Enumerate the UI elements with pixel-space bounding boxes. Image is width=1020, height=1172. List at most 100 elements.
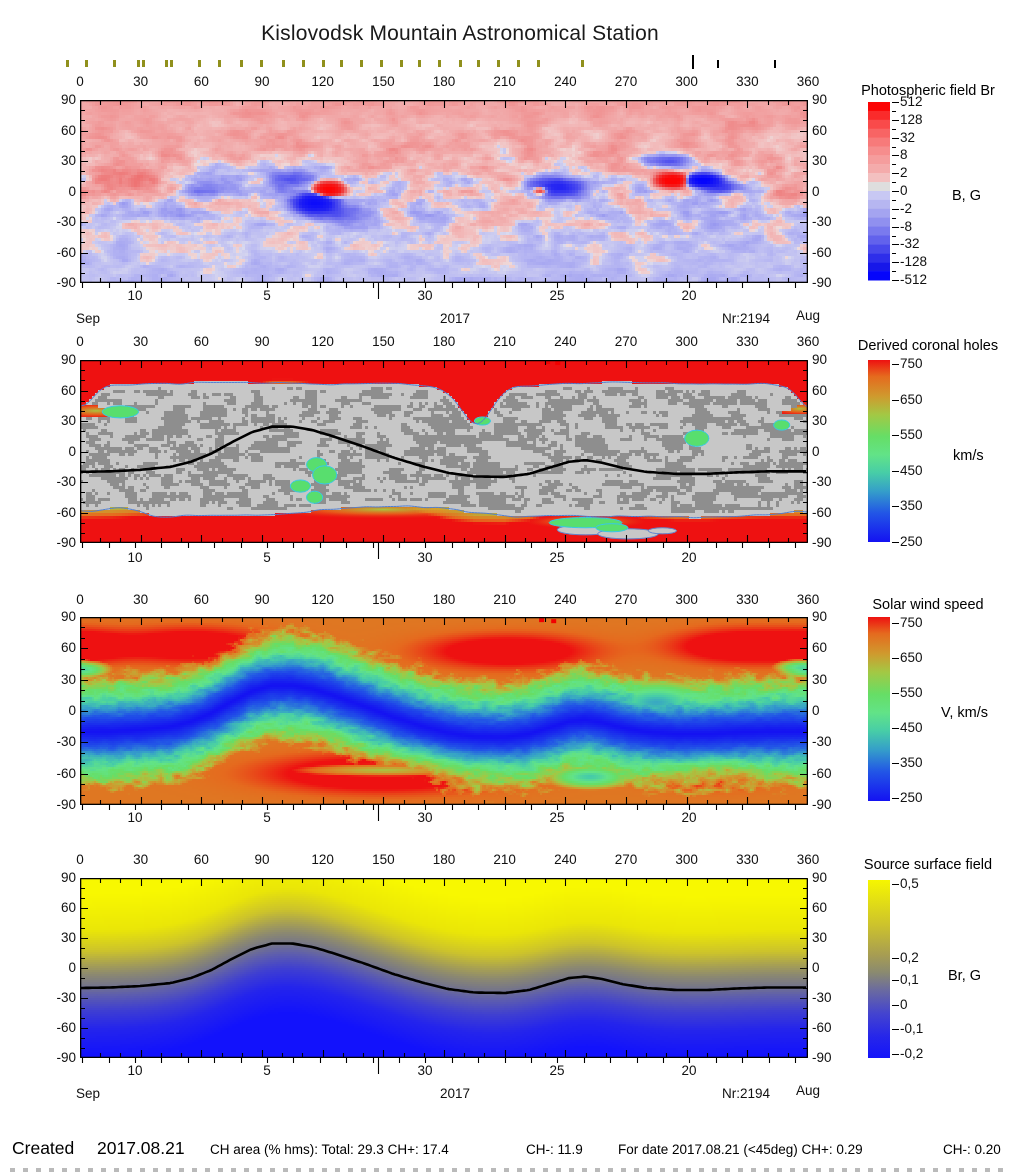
date-axis-label: 30 <box>417 810 433 825</box>
date-axis-ticks <box>80 805 808 825</box>
observation-mark <box>136 60 140 67</box>
lon-axis-label: 30 <box>133 74 149 89</box>
lat-axis-label-right: 90 <box>812 92 828 107</box>
lat-axis-label-left: 90 <box>60 870 76 885</box>
lat-axis-label-left: 90 <box>60 609 76 624</box>
colorbar-tick-label: 0,5 <box>900 875 919 891</box>
observation-ticks <box>0 55 1020 74</box>
lat-axis-label-right: -90 <box>812 535 832 550</box>
date-axis-ticks <box>80 1058 808 1078</box>
month-label-right: Aug <box>796 308 821 323</box>
created-label: Created <box>12 1138 75 1158</box>
lat-axis-label-left: -60 <box>56 504 76 520</box>
observation-mark <box>281 60 285 67</box>
lon-axis-label: 330 <box>736 74 759 89</box>
observation-mark <box>165 60 169 67</box>
lat-axis-label-left: 30 <box>60 153 76 168</box>
lat-axis-label-left: 60 <box>60 900 76 915</box>
date-axis-label: 30 <box>417 550 433 565</box>
lon-axis-label: 120 <box>311 74 334 89</box>
lon-axis-label: 360 <box>796 592 820 607</box>
observation-mark <box>379 60 383 67</box>
observation-mark <box>438 60 442 67</box>
lat-axis-label-right: 60 <box>812 640 828 656</box>
lat-axis-label-right: -60 <box>812 765 832 781</box>
observation-mark <box>497 60 501 67</box>
lat-axis-label-left: -60 <box>56 765 76 781</box>
date-axis-label: 10 <box>127 810 143 825</box>
date-axis-label: 30 <box>417 288 433 303</box>
lon-axis-label: 300 <box>675 334 698 349</box>
lon-axis-label: 0 <box>76 334 84 349</box>
colorbar-tick-label: -0,2 <box>900 1046 924 1062</box>
colorbar-tick-label: -128 <box>900 254 928 270</box>
date-axis-label: 25 <box>549 288 565 303</box>
lon-axis-label: 240 <box>554 334 577 349</box>
colorbar-tick-label: -32 <box>900 236 920 252</box>
colorbar-title-coronal-holes: Derived coronal holes <box>857 338 999 354</box>
lon-axis-label: 120 <box>311 334 334 349</box>
colorbar-tick-label: 0,1 <box>900 972 919 988</box>
lon-axis-label: 270 <box>614 74 638 89</box>
lat-axis-label-left: -30 <box>56 474 76 489</box>
observation-mark <box>66 60 70 67</box>
lat-axis-label-left: 90 <box>60 92 76 107</box>
lat-axis-label-left: 30 <box>60 671 76 687</box>
date-axis-label: 20 <box>681 550 697 565</box>
lon-axis-label: 0 <box>76 74 84 89</box>
colorbar-title-source-surface: Source surface field <box>863 857 993 873</box>
colorbar-coronal-holes <box>866 358 906 546</box>
lat-axis-label-left: 90 <box>60 352 76 367</box>
observation-mark <box>197 60 201 67</box>
ch-minus-stat: CH-: 11.9 <box>526 1142 583 1157</box>
date-axis-label: 20 <box>681 1063 697 1078</box>
date-axis-label: 5 <box>263 288 271 303</box>
colorbar-tick-label: 0,2 <box>900 949 919 965</box>
lon-axis-label: 180 <box>432 334 456 349</box>
lon-axis-label: 90 <box>254 334 270 349</box>
date-axis-label: 25 <box>549 1063 565 1078</box>
map-source-surface-field <box>80 878 808 1058</box>
colorbar-wind-speed <box>866 615 906 805</box>
lat-axis-label-left: -90 <box>56 797 76 812</box>
colorbar-tick-label: 650 <box>900 650 923 665</box>
lon-axis-label: 90 <box>254 74 270 89</box>
year-label: 2017 <box>439 1086 471 1101</box>
lat-axis-label-left: -60 <box>56 1020 76 1035</box>
lon-axis-label: 360 <box>796 74 820 89</box>
lon-axis-label: 60 <box>193 334 209 349</box>
lon-axis-label: 270 <box>614 852 638 867</box>
date-axis-label: 10 <box>127 288 143 303</box>
lon-axis-label: 30 <box>133 852 149 867</box>
rotation-label: Nr:2194 <box>722 311 771 326</box>
lat-axis-label-left: -30 <box>56 990 76 1005</box>
lat-axis-label-right: -90 <box>812 275 832 290</box>
lon-axis-label: 240 <box>554 592 577 607</box>
observation-mark-black <box>717 60 719 68</box>
lat-axis-label-left: -30 <box>56 734 76 750</box>
lon-axis-label: 60 <box>193 852 209 867</box>
observation-mark <box>112 60 116 67</box>
year-label: 2017 <box>439 311 471 326</box>
lat-axis-label-right: 30 <box>812 930 828 945</box>
lat-axis-label-left: 30 <box>60 413 76 428</box>
lon-axis-label: 60 <box>193 592 209 607</box>
colorbar-tick-label: 0 <box>900 183 908 198</box>
colorbar-tick-label: 8 <box>900 147 908 163</box>
lon-axis-label: 240 <box>554 74 577 89</box>
lon-axis-label: 120 <box>311 592 334 607</box>
colorbar-tick-label: 250 <box>900 790 923 805</box>
lat-axis-label-left: 0 <box>68 960 76 975</box>
lat-axis-label-right: -90 <box>812 1050 832 1065</box>
colorbar-tick-label: -2 <box>900 200 913 216</box>
lat-axis-label-right: 30 <box>812 413 828 428</box>
lon-axis-label: 150 <box>372 592 395 607</box>
lat-axis-label-right: -90 <box>812 797 832 812</box>
date-axis-label: 20 <box>681 810 697 825</box>
date-axis-label: 10 <box>127 550 143 565</box>
lon-axis-label: 330 <box>736 334 759 349</box>
colorbar-tick-label: -512 <box>900 272 928 287</box>
unit-label-brg: Br, G <box>948 968 982 984</box>
lon-axis-label: 240 <box>554 852 577 867</box>
date-axis-label: 5 <box>263 810 271 825</box>
